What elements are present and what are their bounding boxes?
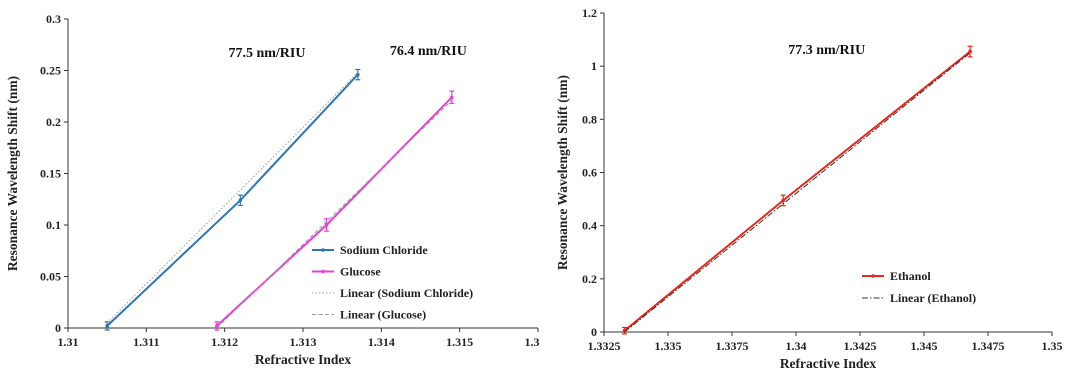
x-tick-label: 1.335 — [655, 339, 682, 353]
legend-label: Linear (Sodium Chloride) — [340, 286, 473, 300]
x-tick-label: 1.35 — [1042, 339, 1063, 353]
legend-marker-1 — [321, 269, 325, 274]
y-tick-label: 0.1 — [46, 218, 61, 232]
legend-label: Ethanol — [890, 269, 931, 283]
y-tick-label: 0.3 — [46, 12, 61, 26]
y-tick-label: 0 — [591, 325, 597, 339]
legend-label: Linear (Ethanol) — [890, 291, 976, 305]
legend-label: Glucose — [340, 265, 381, 279]
slope-annotation: 77.5 nm/RIU — [228, 46, 305, 61]
legend-marker-0 — [871, 274, 875, 278]
x-tick-label: 1.3325 — [588, 339, 621, 353]
y-tick-label: 0.05 — [40, 270, 61, 284]
series-line-0 — [623, 50, 971, 332]
y-tick-label: 0.15 — [40, 167, 61, 181]
y-tick-label: 0.2 — [46, 115, 61, 129]
x-tick-label: 1.3425 — [844, 339, 877, 353]
series-line-1 — [624, 52, 971, 333]
legend-marker-0 — [321, 248, 325, 252]
x-tick-label: 1.316 — [525, 335, 541, 349]
x-tick-label: 1.3475 — [972, 339, 1005, 353]
x-tick-label: 1.34 — [786, 339, 807, 353]
x-axis-title: Refractive Index — [780, 356, 877, 371]
x-tick-label: 1.311 — [133, 335, 159, 349]
x-tick-label: 1.312 — [211, 335, 238, 349]
data-point — [238, 198, 243, 203]
x-tick-label: 1.315 — [446, 335, 473, 349]
slope-annotation: 76.4 nm/RIU — [390, 44, 467, 59]
series-line-3 — [216, 100, 453, 329]
x-tick-label: 1.3375 — [716, 339, 749, 353]
y-tick-label: 0.2 — [582, 272, 597, 286]
sensitivity-chart-salt-glucose: 1.31 1.311 1.312 1.313 1.314 1.315 1.316 0 0.05 0… — [5, 12, 541, 367]
legend-label: Linear (Glucose) — [340, 308, 426, 322]
x-tick-label: 1.314 — [368, 335, 395, 349]
slope-annotation: 77.3 nm/RIU — [788, 43, 865, 58]
data-point — [450, 95, 454, 100]
y-tick-label: 0.6 — [582, 166, 597, 180]
y-tick-label: 0.25 — [40, 64, 61, 78]
x-tick-label: 1.31 — [58, 335, 79, 349]
legend-label: Sodium Chloride — [340, 243, 428, 257]
data-point — [356, 72, 360, 77]
y-tick-label: 0 — [55, 321, 61, 335]
x-tick-label: 1.313 — [290, 335, 317, 349]
series-line-2 — [106, 72, 359, 324]
data-point — [968, 49, 972, 54]
y-tick-label: 1 — [591, 59, 597, 73]
y-axis-title: Resonance Wavelength Shift (nm) — [5, 76, 20, 271]
data-point — [781, 198, 785, 203]
y-tick-label: 0.8 — [582, 112, 597, 126]
data-point — [105, 324, 109, 328]
data-point — [324, 223, 329, 227]
y-tick-label: 0.4 — [582, 219, 597, 233]
y-tick-label: 1.2 — [582, 6, 597, 20]
y-axis-title: Resonance Wavelength Shift (nm) — [555, 75, 570, 270]
x-tick-label: 1.345 — [911, 339, 938, 353]
x-axis-title: Refractive Index — [255, 352, 352, 367]
